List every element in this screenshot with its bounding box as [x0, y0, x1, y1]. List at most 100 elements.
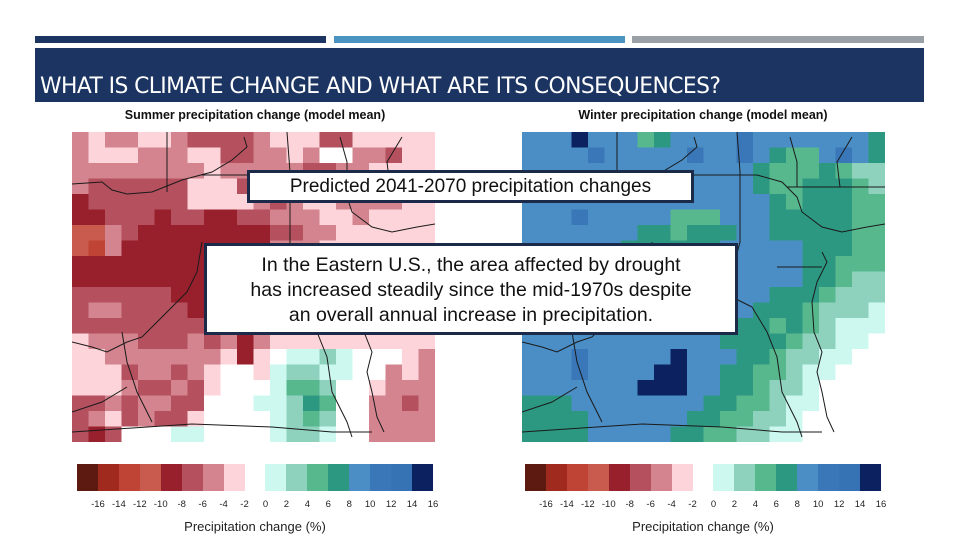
- summer-cell: [402, 209, 420, 226]
- summer-colorbar-tick-label: -4: [219, 499, 228, 510]
- winter-cell: [670, 349, 688, 366]
- summer-cell: [220, 225, 238, 242]
- winter-cell: [736, 194, 754, 211]
- winter-cell: [703, 147, 721, 164]
- winter-cell: [852, 240, 870, 257]
- winter-cell: [769, 426, 787, 442]
- winter-colorbar-tick-label: -8: [625, 499, 634, 510]
- winter-cell: [769, 256, 787, 273]
- winter-cell: [720, 147, 738, 164]
- winter-cell: [835, 349, 853, 366]
- winter-cell: [802, 426, 820, 442]
- summer-cell: [105, 395, 123, 412]
- summer-cell: [105, 349, 123, 366]
- winter-cell: [588, 209, 606, 226]
- summer-cell: [105, 178, 123, 195]
- summer-cell: [88, 333, 106, 350]
- winter-cell: [753, 333, 771, 350]
- callout-line-2: has increased steadily since the mid-197…: [250, 279, 692, 301]
- summer-cell: [319, 395, 337, 412]
- summer-cell: [303, 225, 321, 242]
- summer-cell: [418, 349, 435, 366]
- winter-cell: [621, 333, 639, 350]
- summer-cell: [171, 225, 189, 242]
- winter-cell: [786, 132, 804, 149]
- summer-cell: [171, 194, 189, 211]
- summer-cell: [88, 318, 106, 335]
- summer-cell: [171, 395, 189, 412]
- winter-cell: [522, 364, 540, 381]
- winter-cell: [720, 364, 738, 381]
- winter-cell: [538, 147, 556, 164]
- summer-cell: [220, 364, 238, 381]
- winter-cell: [753, 225, 771, 242]
- summer-cell: [418, 426, 435, 442]
- summer-cell: [303, 349, 321, 366]
- winter-cell: [868, 318, 885, 335]
- summer-cell: [220, 194, 238, 211]
- winter-cell: [720, 426, 738, 442]
- winter-cell: [555, 411, 573, 428]
- winter-cell: [670, 426, 688, 442]
- summer-colorbar-swatch: [265, 464, 287, 491]
- winter-cell: [786, 163, 804, 180]
- summer-cell: [154, 333, 172, 350]
- winter-cell: [802, 380, 820, 397]
- summer-cell: [286, 380, 304, 397]
- winter-cell: [637, 333, 655, 350]
- summer-cell: [138, 163, 156, 180]
- summer-cell: [154, 364, 172, 381]
- summer-cell: [253, 333, 271, 350]
- summer-cell: [105, 411, 123, 428]
- summer-cell: [138, 349, 156, 366]
- winter-cell: [802, 318, 820, 335]
- winter-cell: [604, 333, 622, 350]
- summer-cell: [204, 147, 222, 164]
- winter-cell: [786, 271, 804, 288]
- winter-cell: [687, 426, 705, 442]
- winter-boundary-line: [836, 136, 853, 188]
- winter-cell: [736, 395, 754, 412]
- winter-cell: [769, 411, 787, 428]
- winter-cell: [753, 380, 771, 397]
- winter-cell: [637, 209, 655, 226]
- winter-cell: [819, 256, 837, 273]
- winter-cell: [852, 364, 870, 381]
- summer-cell: [105, 132, 123, 149]
- summer-colorbar-tick-label: 0: [262, 499, 269, 510]
- summer-map-title: Summer precipitation change (model mean): [124, 108, 386, 122]
- summer-cell: [105, 287, 123, 304]
- summer-cell: [336, 411, 354, 428]
- summer-cell: [253, 349, 271, 366]
- summer-cell: [270, 132, 288, 149]
- winter-cell: [819, 426, 837, 442]
- summer-cell: [88, 271, 106, 288]
- summer-cell: [138, 225, 156, 242]
- summer-cell: [154, 163, 172, 180]
- winter-cell: [687, 364, 705, 381]
- winter-cell: [588, 349, 606, 366]
- winter-cell: [720, 163, 738, 180]
- winter-cell: [819, 240, 837, 257]
- winter-cell: [588, 380, 606, 397]
- winter-cell: [852, 380, 870, 397]
- winter-cell: [786, 333, 804, 350]
- summer-cell: [204, 349, 222, 366]
- winter-cell: [687, 209, 705, 226]
- summer-cell: [237, 132, 255, 149]
- winter-cell: [852, 411, 870, 428]
- summer-cell: [171, 333, 189, 350]
- summer-cell: [385, 426, 403, 442]
- winter-cell: [736, 147, 754, 164]
- summer-cell: [352, 132, 370, 149]
- summer-cell: [88, 364, 106, 381]
- winter-cell: [654, 349, 672, 366]
- summer-cell: [88, 380, 106, 397]
- summer-cell: [286, 147, 304, 164]
- winter-cell: [555, 380, 573, 397]
- winter-cell: [637, 380, 655, 397]
- winter-cell: [786, 302, 804, 319]
- winter-colorbar-swatch: [692, 464, 714, 491]
- winter-colorbar-tick-label: -2: [688, 499, 697, 510]
- winter-cell: [819, 364, 837, 381]
